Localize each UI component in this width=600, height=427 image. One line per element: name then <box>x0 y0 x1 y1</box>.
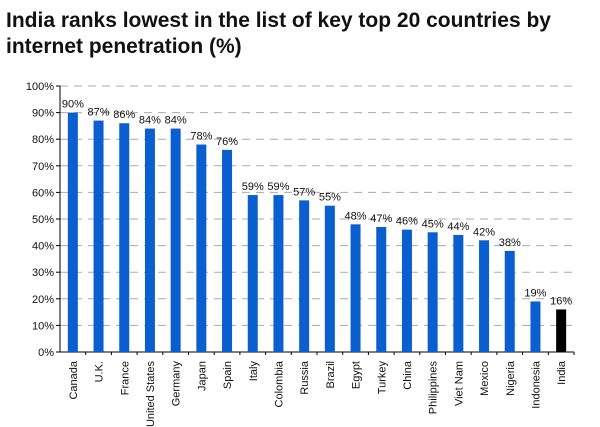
x-tick-label: Egypt <box>351 361 363 389</box>
bar <box>299 200 310 352</box>
x-tick-label: Indonesia <box>530 360 542 409</box>
x-tick-label: Japan <box>196 361 208 391</box>
bar <box>273 195 284 352</box>
data-label: 86% <box>113 109 135 121</box>
x-tick-label: Italy <box>248 361 260 382</box>
data-label: 42% <box>473 226 495 238</box>
data-label: 57% <box>293 186 315 198</box>
bar <box>530 301 541 352</box>
x-tick-label: Russia <box>299 360 311 395</box>
data-label: 59% <box>267 181 289 193</box>
bar <box>427 232 438 352</box>
chart-title: India ranks lowest in the list of key to… <box>6 9 551 58</box>
bar <box>504 250 515 352</box>
x-tick-label: China <box>402 360 414 390</box>
bar <box>453 234 464 352</box>
x-tick-label: Germany <box>171 361 183 407</box>
data-label: 76% <box>216 136 238 148</box>
bar <box>324 205 335 352</box>
data-label: 84% <box>165 115 187 127</box>
x-tick-label: Spain <box>222 361 234 389</box>
x-tick-label: Philippines <box>428 361 440 415</box>
y-tick-label: 30% <box>32 267 54 279</box>
bar <box>247 195 258 352</box>
y-tick-label: 0% <box>38 347 54 359</box>
y-tick-label: 80% <box>32 134 54 146</box>
x-tick-label: U.K. <box>94 361 106 382</box>
x-tick-label: United States <box>145 361 157 427</box>
x-tick-label: India <box>556 360 568 385</box>
data-label: 46% <box>396 216 418 228</box>
x-tick-label: Mexico <box>479 361 491 396</box>
bar <box>144 128 155 352</box>
data-label: 16% <box>550 295 572 307</box>
data-label: 19% <box>524 287 546 299</box>
data-label: 38% <box>499 237 521 249</box>
bar <box>479 240 490 352</box>
y-tick-label: 100% <box>26 81 54 93</box>
x-tick-label: Viet Nam <box>453 361 465 406</box>
bar <box>401 229 412 352</box>
x-tick-label: Nigeria <box>505 360 517 396</box>
data-label: 44% <box>447 221 469 233</box>
bar <box>119 123 130 353</box>
y-tick-label: 90% <box>32 108 54 120</box>
bar <box>556 309 567 352</box>
x-tick-label: Turkey <box>376 361 388 395</box>
data-label: 59% <box>242 181 264 193</box>
bar <box>67 112 78 352</box>
data-label: 55% <box>319 192 341 204</box>
y-tick-label: 10% <box>32 320 54 332</box>
data-label: 90% <box>62 99 84 111</box>
x-tick-label: Colombia <box>273 360 285 407</box>
bar <box>196 144 207 352</box>
data-label: 47% <box>370 213 392 225</box>
bar <box>376 226 387 352</box>
x-tick-label: Canada <box>68 360 80 399</box>
bar <box>93 120 104 352</box>
bar <box>350 224 361 352</box>
data-label: 84% <box>139 115 161 127</box>
bar <box>222 149 233 352</box>
y-tick-label: 20% <box>32 294 54 306</box>
data-label: 87% <box>88 107 110 119</box>
data-label: 48% <box>345 210 367 222</box>
y-tick-label: 70% <box>32 161 54 173</box>
x-tick-label: Brazil <box>325 361 337 389</box>
y-tick-label: 40% <box>32 241 54 253</box>
bar <box>170 128 181 352</box>
data-label: 45% <box>422 218 444 230</box>
data-label: 78% <box>190 131 212 143</box>
y-tick-label: 60% <box>32 187 54 199</box>
x-tick-label: France <box>119 361 131 395</box>
y-tick-label: 50% <box>32 214 54 226</box>
